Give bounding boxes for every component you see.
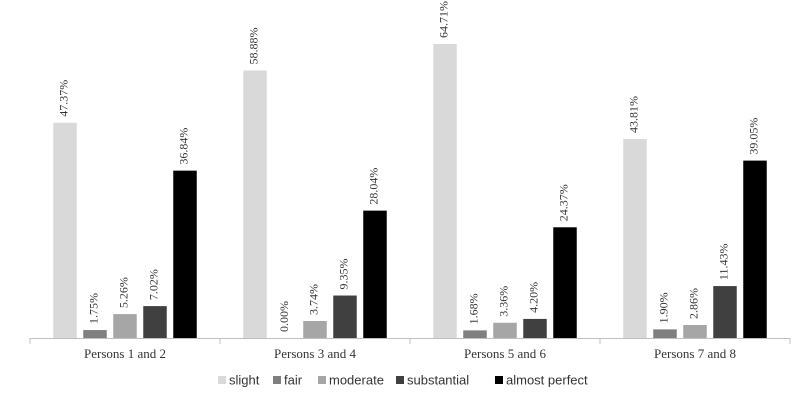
data-label: 4.20% [527,282,541,313]
bars-layer [53,44,767,339]
x-tick-label: Persons 5 and 6 [464,346,546,361]
bar-substantial [523,318,547,338]
legend-item: substantial [396,372,469,387]
data-labels-layer: 47.37% 1.75% 5.26% 7.02% 36.84% 58.88% 0.00% 3.… [57,1,761,332]
bar-almost-perfect [363,210,387,338]
data-label: 7.02% [147,269,161,300]
x-ticks-layer [29,338,791,344]
legend-item: almost perfect [495,372,588,387]
legend: slight fair moderate substantial almost perf… [218,372,588,387]
data-label: 39.05% [747,118,761,155]
legend-label: fair [284,372,303,387]
data-label: 1.75% [87,293,101,324]
data-label: 47.37% [57,80,71,117]
bar-moderate [683,325,707,338]
bar-almost-perfect [553,227,577,338]
legend-swatch [396,376,404,384]
bar-substantial [143,306,167,338]
data-label: 2.86% [687,288,701,319]
data-label: 1.68% [467,293,481,324]
data-label: 11.43% [717,244,731,281]
bar-slight [243,70,267,338]
bar-fair [463,330,487,338]
legend-label: moderate [329,372,384,387]
bar-slight [433,44,457,339]
legend-item: moderate [318,372,384,387]
x-tick-label: Persons 3 and 4 [274,346,356,361]
data-label: 43.81% [627,96,641,133]
data-label: 1.90% [657,292,671,323]
data-label: 3.74% [307,284,321,315]
bar-almost-perfect [173,170,197,338]
bar-fair [653,329,677,338]
legend-label: slight [229,372,260,387]
data-label: 24.37% [557,184,571,221]
data-label: 28.04% [367,168,381,205]
data-label: 64.71% [437,1,451,38]
x-tick-labels-layer: Persons 1 and 2 Persons 3 and 4 Persons 5 … [84,346,736,361]
legend-swatch [495,376,503,384]
bar-substantial [713,286,737,338]
legend-swatch [273,376,281,384]
legend-item: fair [273,372,303,387]
bar-almost-perfect [743,160,767,338]
bar-slight [53,122,77,338]
legend-label: almost perfect [506,372,588,387]
bar-fair [83,330,107,338]
legend-label: substantial [407,372,469,387]
data-label: 36.84% [177,128,191,165]
bar-moderate [303,321,327,338]
data-label: 9.35% [337,259,351,290]
data-label: 0.00% [277,301,291,332]
bar-substantial [333,295,357,338]
x-tick-label: Persons 1 and 2 [84,346,166,361]
data-label: 58.88% [247,28,261,65]
bar-slight [623,138,647,338]
legend-item: slight [218,372,260,387]
legend-swatch [218,376,226,384]
bar-moderate [493,322,517,338]
legend-swatch [318,376,326,384]
data-label: 5.26% [117,277,131,308]
bar-moderate [113,314,137,338]
x-tick-label: Persons 7 and 8 [654,346,736,361]
data-label: 3.36% [497,286,511,317]
